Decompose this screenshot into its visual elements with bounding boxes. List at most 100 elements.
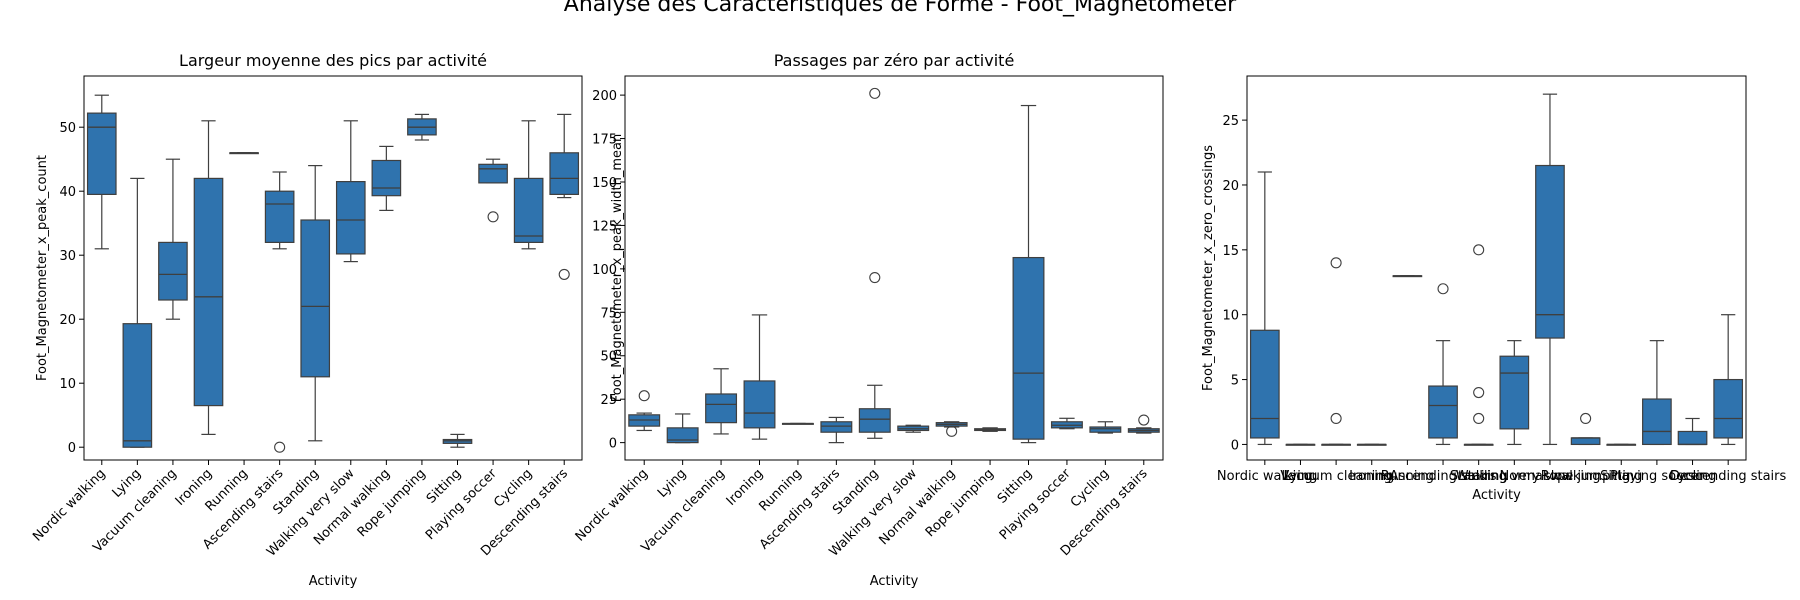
x-tick-label: Standing: [1450, 469, 1508, 484]
x-tick-label: Normal walking: [1499, 469, 1600, 484]
box-3: [1321, 257, 1351, 446]
box-1: [86, 94, 117, 250]
y-tick-label: 25: [1222, 114, 1239, 129]
x-tick-label: Playing soccer: [997, 466, 1074, 543]
x-tick-label: Cycling: [1669, 469, 1717, 484]
x-tick-label: Nordic walking: [30, 466, 108, 544]
outlier-point: [946, 425, 958, 437]
box-iqr: [86, 112, 117, 196]
box-iqr: [743, 380, 776, 429]
outlier-point: [638, 390, 650, 402]
y-tick-label: 25: [600, 393, 617, 408]
box-iqr: [1499, 355, 1530, 430]
outlier-point: [1473, 244, 1485, 256]
y-tick-label: 175: [592, 133, 617, 148]
outlier-point: [558, 268, 570, 280]
x-tick-label: Sitting: [1600, 469, 1642, 484]
axes-frame: [624, 75, 1164, 461]
box-iqr: [1089, 426, 1122, 433]
axes-frame: [83, 75, 583, 461]
box-5: [781, 422, 814, 425]
box-iqr: [513, 177, 544, 243]
y-tick-label: 150: [592, 176, 617, 191]
outlier-point: [869, 87, 881, 99]
axes-frame: [1246, 75, 1747, 461]
box-1: [628, 390, 661, 432]
box-7: [858, 87, 891, 439]
box-4: [1356, 443, 1387, 446]
box-2: [122, 177, 153, 448]
box-10: [1570, 412, 1601, 446]
y-axis-label: Foot_Magnetometer_x_peak_count: [35, 155, 50, 381]
box-iqr: [820, 421, 853, 433]
box-iqr: [858, 408, 891, 433]
box-5: [229, 152, 259, 155]
outlier-point: [1330, 412, 1342, 425]
box-9: [1535, 93, 1565, 446]
x-tick-label: Playing soccer: [1610, 469, 1704, 484]
box-6: [264, 171, 295, 453]
box-13: [1677, 417, 1708, 446]
box-iqr: [335, 181, 366, 255]
box-2: [666, 413, 699, 444]
y-axis-label: Foot_Magnetometer_x_zero_crossings: [1201, 145, 1216, 391]
y-tick-label: 50: [59, 121, 76, 136]
x-tick-label: Ironing: [1349, 469, 1394, 484]
y-tick-label: 20: [1222, 179, 1239, 194]
box-iqr: [300, 219, 331, 378]
subplot-2: 0 25 50 75 100 125 150 175 200 Nordic walking Lyin…: [573, 51, 1164, 589]
y-tick-label: 50: [600, 350, 617, 365]
box-12: [478, 158, 508, 223]
outlier-point: [1473, 386, 1485, 399]
box-11: [442, 433, 473, 448]
box-iqr: [158, 241, 188, 301]
box-iqr: [705, 393, 738, 424]
figure-suptitle: Analyse des Caractéristiques de Forme - …: [563, 0, 1237, 17]
box-iqr: [1428, 385, 1458, 439]
y-tick-label: 125: [592, 219, 617, 234]
x-tick-label: Ascending stairs: [1389, 469, 1496, 484]
subplot-title: Passages par zéro par activité: [774, 51, 1015, 70]
box-12: [1050, 417, 1083, 430]
y-tick-label: 75: [600, 306, 617, 321]
box-7: [300, 165, 331, 442]
box-14: [1713, 314, 1744, 446]
y-tick-label: 30: [59, 249, 76, 264]
box-1: [1249, 171, 1280, 446]
box-iqr: [478, 163, 508, 184]
y-tick-label: 15: [1222, 244, 1239, 259]
box-5: [1392, 275, 1423, 278]
y-tick-label: 0: [1231, 438, 1239, 453]
box-9: [371, 145, 402, 211]
outlier-point: [869, 272, 881, 284]
y-axis-label: Foot_Magnetometer_x_peak_width_mean: [610, 134, 625, 402]
box-2: [1285, 443, 1316, 446]
x-axis-label: Activity: [870, 574, 919, 589]
y-tick-label: 100: [592, 263, 617, 278]
box-10: [974, 427, 1007, 432]
box-13: [1089, 421, 1122, 434]
outlier-point: [1473, 412, 1485, 425]
box-6: [1428, 283, 1458, 446]
x-tick-label: Vacuum cleaning: [1280, 469, 1391, 484]
box-iqr: [666, 427, 699, 444]
outlier-point: [1330, 257, 1342, 269]
box-iqr: [549, 152, 580, 196]
x-tick-label: Nordic walking: [1217, 469, 1313, 484]
y-tick-label: 0: [609, 437, 617, 452]
y-tick-label: 40: [59, 185, 76, 200]
box-3: [158, 158, 188, 320]
box-iqr: [122, 323, 153, 448]
outlier-point: [1580, 412, 1592, 425]
box-iqr: [1677, 430, 1708, 446]
y-tick-label: 10: [1222, 309, 1239, 324]
x-tick-label: Lying: [1284, 469, 1318, 484]
box-4: [743, 314, 776, 440]
x-tick-label: Running: [1381, 469, 1434, 484]
x-tick-label: Lying: [655, 466, 690, 501]
x-tick-label: Walking very slow: [1456, 469, 1574, 484]
x-tick-label: Rope jumping: [923, 466, 997, 540]
box-13: [513, 120, 544, 250]
